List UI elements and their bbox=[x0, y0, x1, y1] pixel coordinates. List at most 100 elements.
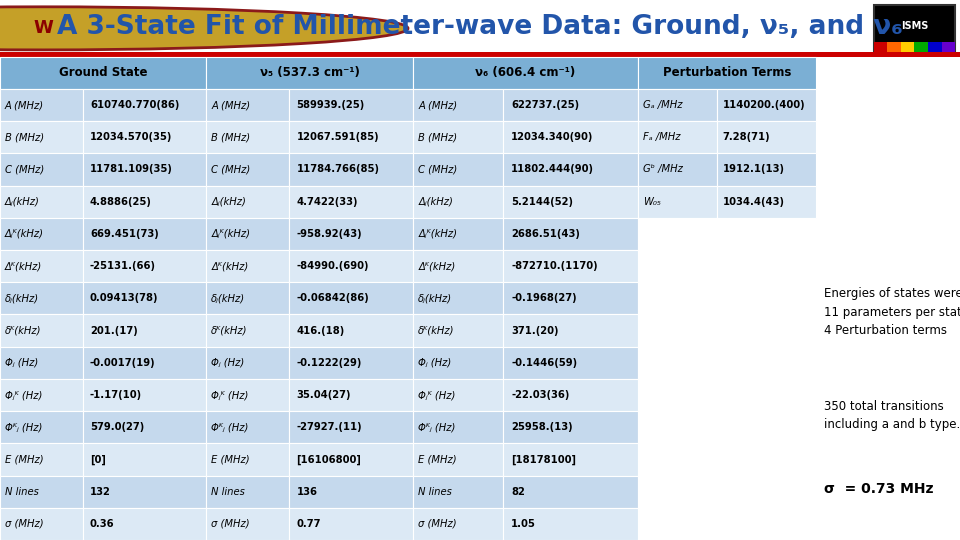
Text: Δᴷ(kHz): Δᴷ(kHz) bbox=[211, 261, 249, 271]
Bar bbox=[206, 153, 289, 186]
Bar bbox=[83, 218, 206, 250]
Bar bbox=[413, 218, 503, 250]
Bar bbox=[289, 250, 413, 282]
Bar bbox=[206, 314, 289, 347]
Text: 622737.(25): 622737.(25) bbox=[511, 100, 579, 110]
Bar bbox=[83, 250, 206, 282]
Bar bbox=[413, 508, 503, 540]
Text: C (MHz): C (MHz) bbox=[211, 165, 251, 174]
Text: σ (MHz): σ (MHz) bbox=[419, 519, 457, 529]
Bar bbox=[503, 379, 638, 411]
Text: Φⱼᴷ (Hz): Φⱼᴷ (Hz) bbox=[5, 390, 42, 400]
Bar bbox=[206, 186, 289, 218]
Text: Δⱼᴷ(kHz): Δⱼᴷ(kHz) bbox=[5, 229, 44, 239]
Text: 371.(20): 371.(20) bbox=[511, 326, 559, 335]
Bar bbox=[206, 379, 289, 411]
Bar bbox=[206, 508, 289, 540]
Text: -958.92(43): -958.92(43) bbox=[297, 229, 362, 239]
Bar bbox=[638, 153, 716, 186]
Bar bbox=[83, 153, 206, 186]
Text: -1.17(10): -1.17(10) bbox=[90, 390, 142, 400]
Text: -27927.(11): -27927.(11) bbox=[297, 422, 362, 432]
Bar bbox=[206, 121, 289, 153]
Bar bbox=[83, 186, 206, 218]
Text: 11802.444(90): 11802.444(90) bbox=[511, 165, 594, 174]
Text: 1140200.(400): 1140200.(400) bbox=[723, 100, 805, 110]
Text: 1034.4(43): 1034.4(43) bbox=[723, 197, 784, 207]
Bar bbox=[638, 250, 816, 282]
Bar bbox=[0, 57, 206, 89]
Text: Δⱼ(kHz): Δⱼ(kHz) bbox=[419, 197, 453, 207]
Bar bbox=[83, 508, 206, 540]
Bar bbox=[914, 42, 928, 52]
Bar bbox=[716, 89, 816, 121]
Text: Φⱼᴷ (Hz): Φⱼᴷ (Hz) bbox=[211, 390, 249, 400]
Bar bbox=[503, 89, 638, 121]
Bar bbox=[900, 42, 915, 52]
Bar bbox=[413, 57, 638, 89]
Bar bbox=[503, 121, 638, 153]
Text: N lines: N lines bbox=[211, 487, 245, 497]
Bar bbox=[503, 250, 638, 282]
Bar bbox=[638, 282, 816, 314]
Bar bbox=[503, 347, 638, 379]
Text: 350 total transitions
including a and b type....: 350 total transitions including a and b … bbox=[824, 400, 960, 431]
Text: δᴷ(kHz): δᴷ(kHz) bbox=[419, 326, 455, 335]
Text: 579.0(27): 579.0(27) bbox=[90, 422, 144, 432]
Text: A 3-State Fit of Millimeter-wave Data: Ground, ν₅, and ν₆: A 3-State Fit of Millimeter-wave Data: G… bbox=[58, 14, 902, 40]
Bar bbox=[83, 347, 206, 379]
Bar bbox=[413, 347, 503, 379]
Text: 1912.1(13): 1912.1(13) bbox=[723, 165, 784, 174]
Text: 4.7422(33): 4.7422(33) bbox=[297, 197, 358, 207]
Bar bbox=[887, 42, 900, 52]
Bar bbox=[503, 218, 638, 250]
Text: [0]: [0] bbox=[90, 454, 106, 464]
Text: σ (MHz): σ (MHz) bbox=[5, 519, 43, 529]
Text: 669.451(73): 669.451(73) bbox=[90, 229, 158, 239]
Bar bbox=[928, 42, 942, 52]
Bar bbox=[83, 282, 206, 314]
Text: B (MHz): B (MHz) bbox=[419, 132, 457, 142]
Text: Φⱼ (Hz): Φⱼ (Hz) bbox=[211, 358, 245, 368]
Bar bbox=[638, 508, 816, 540]
Text: δⱼ(kHz): δⱼ(kHz) bbox=[211, 293, 246, 303]
Bar bbox=[83, 411, 206, 443]
Bar bbox=[206, 411, 289, 443]
Text: 0.77: 0.77 bbox=[297, 519, 321, 529]
Text: Φᴷⱼ (Hz): Φᴷⱼ (Hz) bbox=[211, 422, 249, 432]
Text: Δⱼᴷ(kHz): Δⱼᴷ(kHz) bbox=[419, 229, 457, 239]
Bar bbox=[503, 314, 638, 347]
Bar bbox=[503, 282, 638, 314]
Bar bbox=[206, 57, 413, 89]
Bar bbox=[83, 443, 206, 476]
Bar bbox=[874, 42, 887, 52]
Text: 610740.770(86): 610740.770(86) bbox=[90, 100, 180, 110]
Text: -22.03(36): -22.03(36) bbox=[511, 390, 569, 400]
Bar bbox=[413, 476, 503, 508]
Text: -0.1968(27): -0.1968(27) bbox=[511, 293, 577, 303]
Text: δᴷ(kHz): δᴷ(kHz) bbox=[211, 326, 248, 335]
Bar bbox=[0, 443, 83, 476]
Bar bbox=[83, 476, 206, 508]
Text: -872710.(1170): -872710.(1170) bbox=[511, 261, 598, 271]
Text: 132: 132 bbox=[90, 487, 110, 497]
Bar bbox=[206, 218, 289, 250]
Bar bbox=[289, 411, 413, 443]
Bar bbox=[638, 218, 816, 250]
Bar bbox=[413, 379, 503, 411]
Bar bbox=[206, 443, 289, 476]
Bar bbox=[716, 121, 816, 153]
Bar bbox=[83, 379, 206, 411]
Bar bbox=[413, 443, 503, 476]
Bar bbox=[0, 89, 83, 121]
Bar bbox=[0, 314, 83, 347]
Bar bbox=[206, 347, 289, 379]
Bar bbox=[0, 153, 83, 186]
Bar bbox=[413, 250, 503, 282]
Text: Energies of states were fixed
11 parameters per state X 3
4 Perturbation terms: Energies of states were fixed 11 paramet… bbox=[824, 287, 960, 337]
Text: Δᴷ(kHz): Δᴷ(kHz) bbox=[5, 261, 42, 271]
Bar bbox=[716, 186, 816, 218]
Text: N lines: N lines bbox=[5, 487, 38, 497]
Text: ν₆ (606.4 cm⁻¹): ν₆ (606.4 cm⁻¹) bbox=[475, 66, 576, 79]
Bar bbox=[83, 314, 206, 347]
